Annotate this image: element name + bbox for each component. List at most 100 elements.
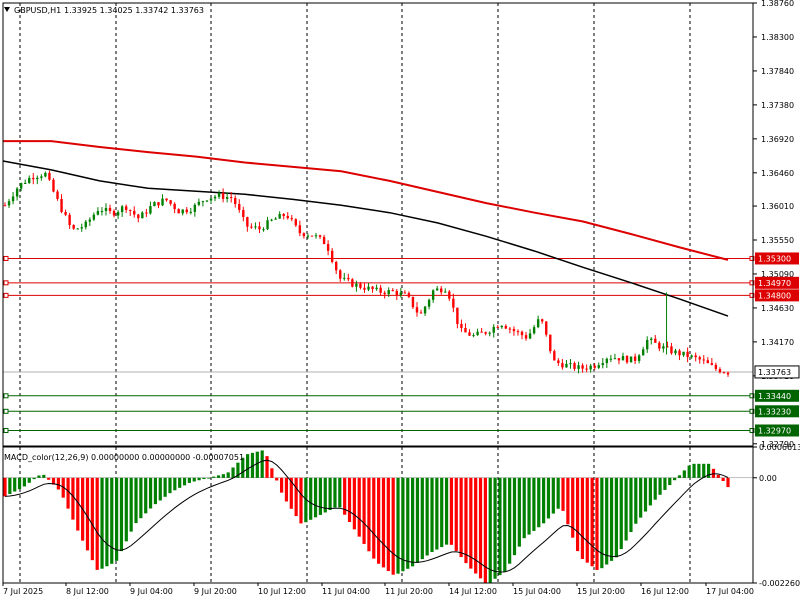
price-level-tag-label: 1.34970: [758, 279, 791, 288]
candle-body: [326, 244, 330, 251]
macd-bar: [420, 477, 424, 560]
macd-bar: [381, 477, 386, 568]
level-handle[interactable]: [749, 427, 755, 433]
macd-bar: [503, 477, 507, 572]
candle-body: [371, 286, 374, 290]
candle-body: [64, 211, 67, 215]
candle-body: [524, 335, 528, 339]
candle-body: [363, 287, 366, 290]
candle-body: [36, 177, 39, 180]
macd-bar: [241, 457, 245, 478]
macd-bar: [653, 477, 657, 500]
candle-body: [678, 350, 681, 356]
candle-body: [149, 206, 152, 214]
candle-body: [40, 176, 43, 178]
candle-body: [217, 193, 221, 197]
level-handle[interactable]: [3, 393, 9, 399]
macd-bar: [17, 477, 22, 490]
candle-body: [577, 365, 580, 369]
level-handle[interactable]: [3, 280, 9, 286]
macd-bar: [575, 477, 580, 552]
candle-body: [431, 290, 435, 300]
y-tick-label: 1.36010: [761, 202, 794, 211]
level-handle[interactable]: [749, 408, 755, 414]
candle-body: [476, 331, 479, 336]
candle-body: [383, 292, 386, 295]
macd-bar: [643, 477, 648, 512]
macd-bar: [449, 477, 454, 545]
macd-bar: [386, 477, 390, 572]
level-handle[interactable]: [749, 255, 755, 261]
candle-body: [419, 312, 423, 314]
y-tick-label: 1.38300: [761, 33, 794, 42]
candle-body: [722, 372, 726, 374]
y-tick-label: 1.37840: [761, 67, 794, 76]
macd-bar: [119, 477, 124, 552]
macd-bar: [692, 463, 696, 478]
price-level-tag: [755, 389, 799, 402]
candle-body: [310, 235, 314, 237]
candle-body: [274, 218, 277, 220]
candle-body: [258, 226, 261, 230]
macd-bar: [246, 454, 250, 478]
macd-bar: [347, 477, 352, 523]
candle-body: [294, 219, 298, 226]
candle-body: [351, 279, 354, 287]
macd-bar: [522, 477, 526, 539]
macd-bar: [440, 477, 444, 548]
macd-bar: [401, 477, 405, 572]
macd-bar: [338, 477, 342, 508]
macd-bar: [410, 477, 415, 567]
candle-body: [11, 196, 15, 202]
x-tick-label: 8 Jul 12:00: [66, 587, 109, 596]
macd-bar: [163, 477, 167, 497]
macd-bar: [634, 477, 638, 524]
candle-body: [19, 183, 23, 189]
candle-body: [605, 358, 609, 364]
candle-body: [698, 357, 701, 360]
macd-bar: [202, 477, 206, 480]
macd-bar: [134, 477, 138, 524]
macd-bar: [343, 477, 347, 515]
level-handle[interactable]: [749, 393, 755, 399]
candle-body: [359, 283, 362, 288]
macd-bar: [51, 477, 56, 485]
level-handle[interactable]: [749, 280, 755, 286]
candle-body: [411, 296, 415, 308]
macd-bar: [605, 477, 609, 565]
x-tick-label: 14 Jul 12:00: [449, 587, 497, 596]
macd-bar: [3, 477, 7, 497]
price-level-tag-label: 1.35300: [758, 254, 791, 263]
candle-body: [124, 206, 128, 210]
candle-body: [80, 227, 83, 229]
level-handle[interactable]: [3, 408, 9, 414]
current-price-tag: [754, 365, 800, 379]
candle-body: [201, 201, 205, 203]
candle-body: [508, 328, 512, 330]
candle-body: [520, 331, 524, 336]
candle-body: [286, 215, 289, 219]
level-handle[interactable]: [749, 292, 755, 298]
price-pane-frame: [2, 2, 754, 447]
candle-body: [387, 290, 390, 295]
triangle-down-icon[interactable]: [4, 7, 10, 12]
level-handle[interactable]: [3, 292, 9, 298]
candle-body: [229, 197, 233, 199]
macd-bar: [673, 477, 677, 481]
macd-bar: [22, 477, 27, 487]
macd-signal-line: [4, 459, 729, 573]
macd-bar: [566, 477, 570, 525]
macd-bar: [716, 474, 720, 478]
candle-body: [306, 235, 310, 237]
macd-bar: [85, 477, 90, 551]
candle-body: [185, 209, 188, 213]
candle-body: [189, 211, 192, 213]
level-handle[interactable]: [3, 255, 9, 261]
level-handle[interactable]: [3, 427, 9, 433]
candle-body: [322, 236, 326, 245]
candle-body: [415, 307, 419, 313]
macd-bar: [663, 477, 667, 490]
macd-bar: [255, 451, 259, 478]
